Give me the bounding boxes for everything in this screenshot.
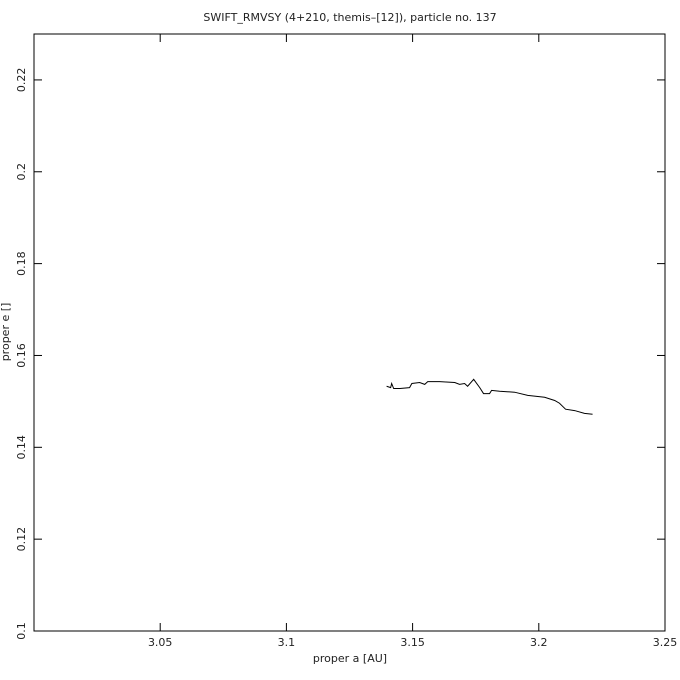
y-tick-label: 0.18: [15, 251, 28, 276]
plot-frame: [33, 33, 666, 632]
y-tick-label: 0.12: [15, 527, 28, 552]
x-tick-label: 3.1: [278, 636, 296, 649]
x-tick-label: 3.2: [530, 636, 548, 649]
y-tick-label: 0.22: [15, 68, 28, 93]
x-axis-label: proper a [AU]: [313, 652, 387, 665]
x-tick-label: 3.15: [400, 636, 425, 649]
y-tick-label: 0.1: [15, 622, 28, 640]
y-tick-label: 0.2: [15, 163, 28, 181]
y-tick-label: 0.14: [15, 435, 28, 460]
x-tick-label: 3.05: [148, 636, 173, 649]
y-axis-label: proper e []: [0, 303, 12, 362]
data-line: [386, 378, 593, 415]
chart-title: SWIFT_RMVSY (4+210, themis–[12]), partic…: [203, 11, 496, 24]
x-tick-label: 3.25: [653, 636, 678, 649]
y-tick-label: 0.16: [15, 343, 28, 368]
